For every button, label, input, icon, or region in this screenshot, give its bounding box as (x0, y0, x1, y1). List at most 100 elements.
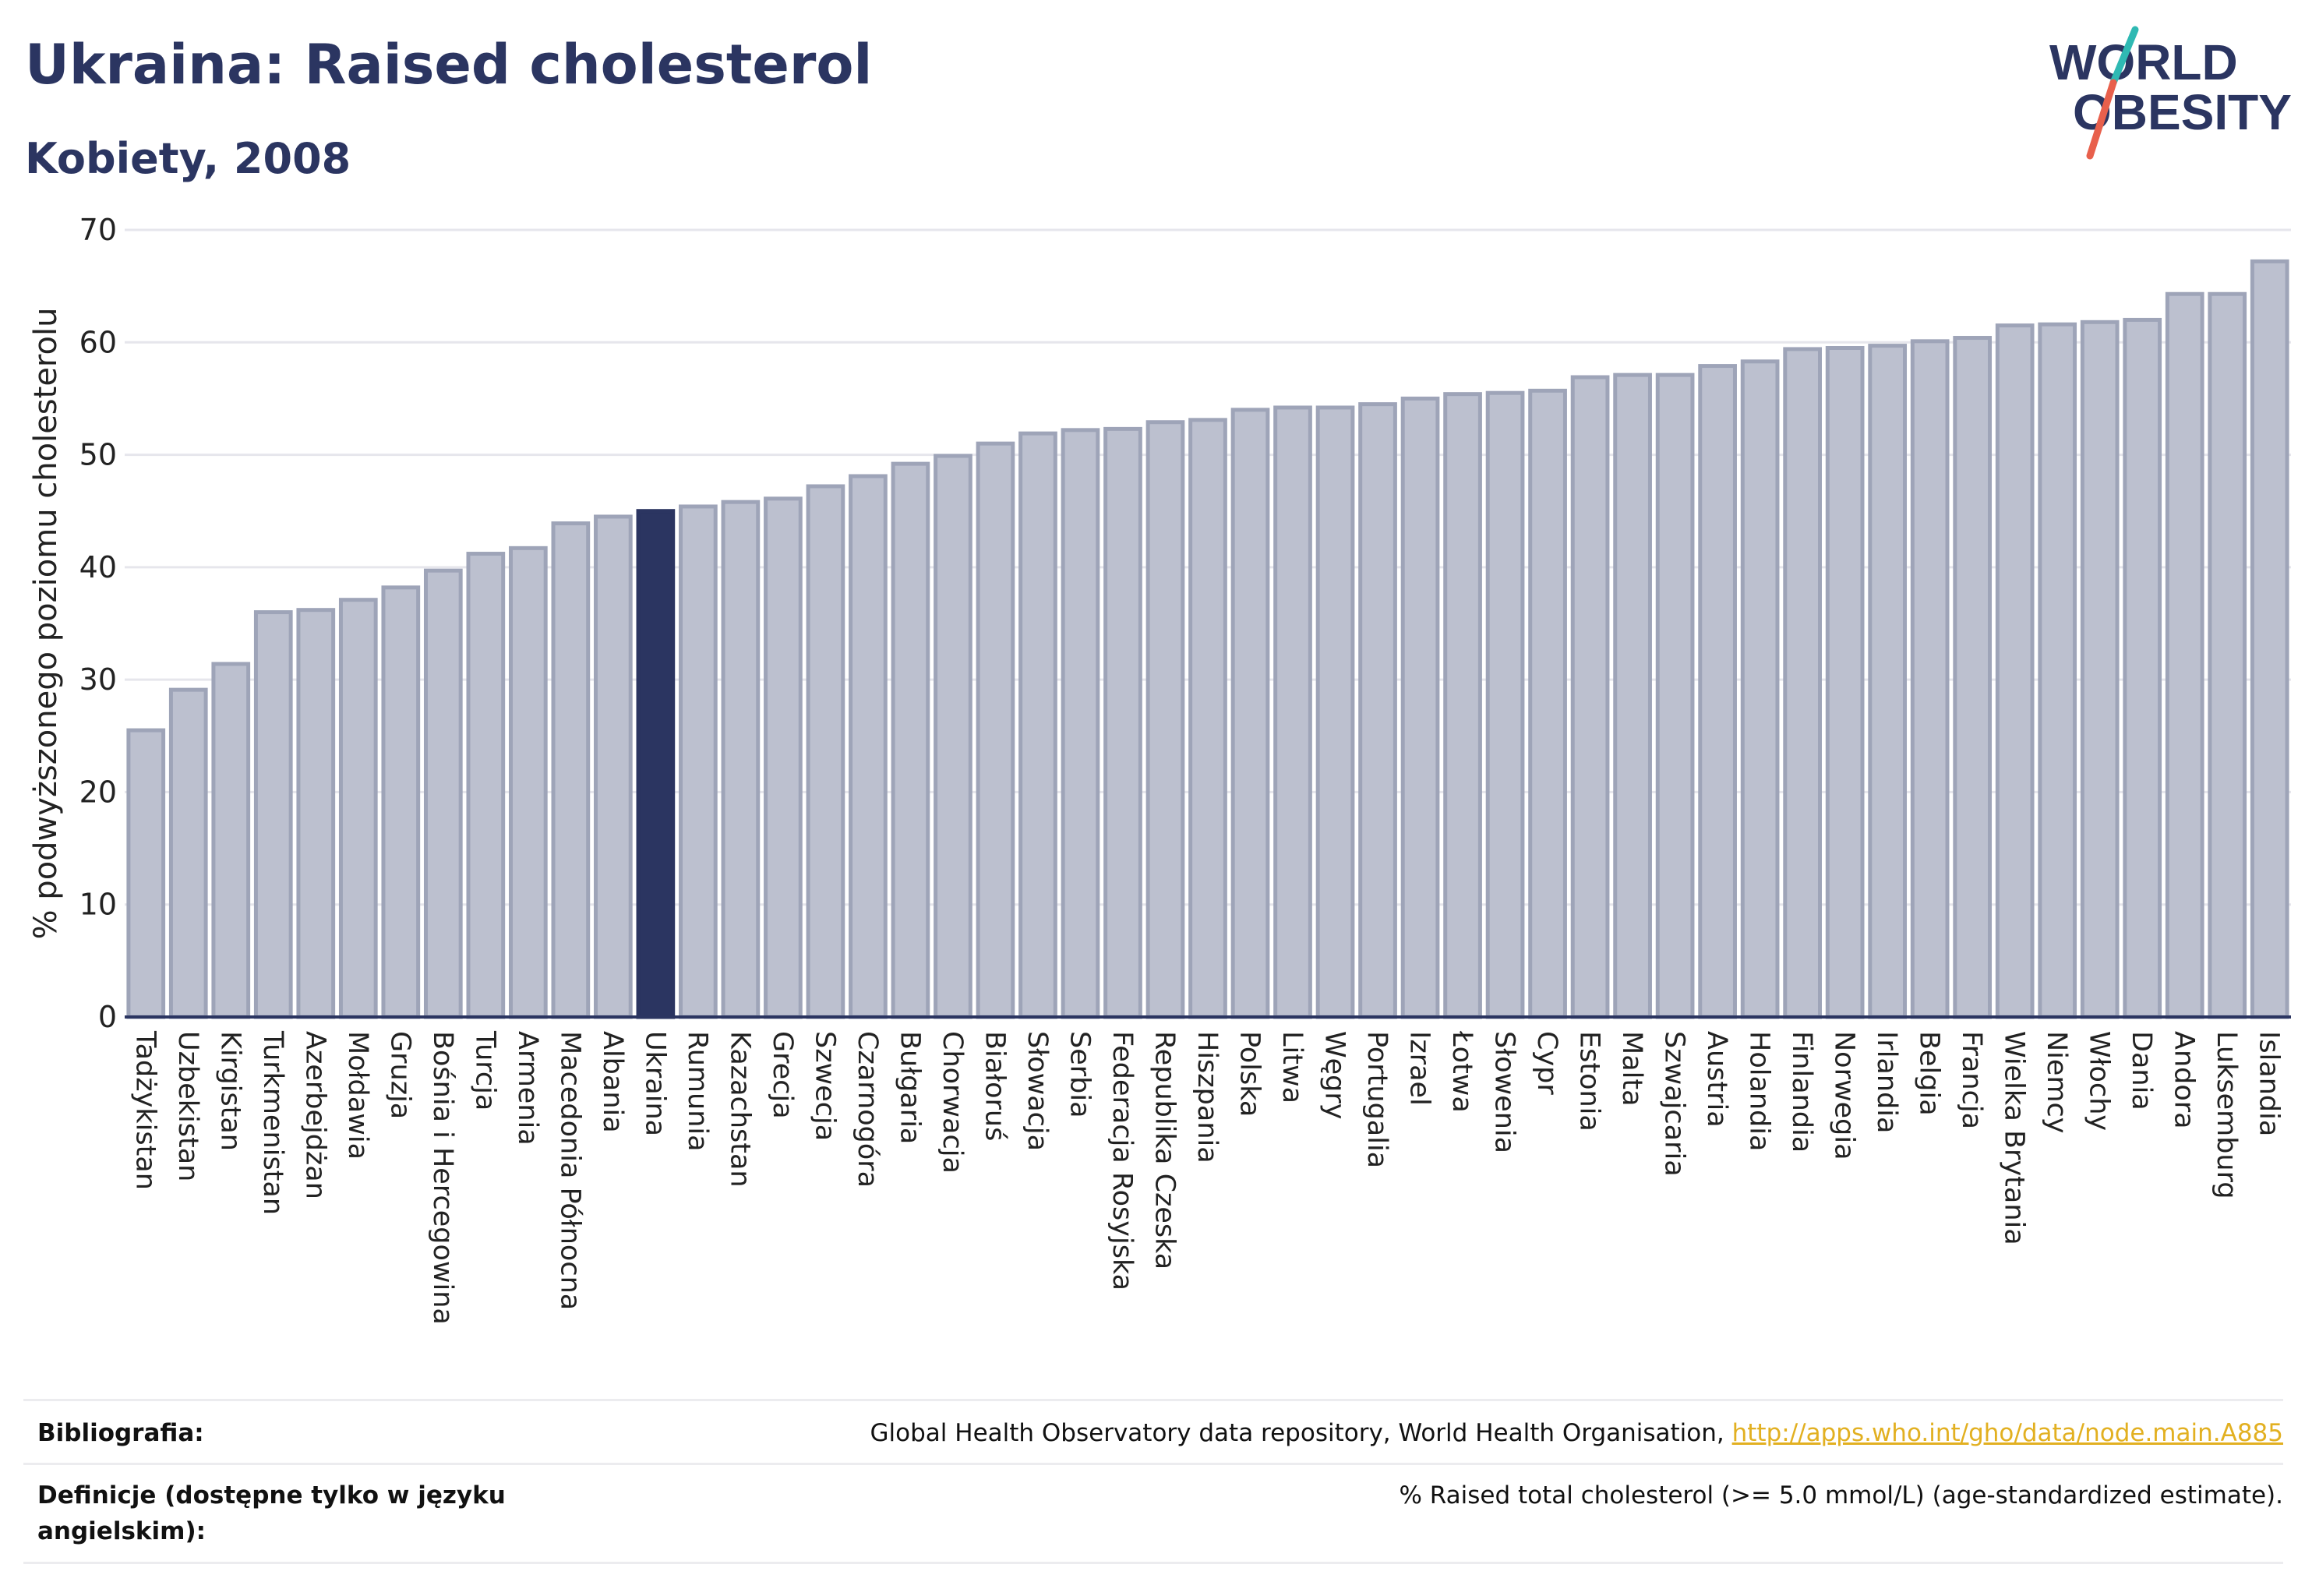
x-tick-label: Federacja Rosyjska (1107, 1031, 1138, 1291)
footer-bibliography-row: Bibliografia: Global Health Observatory … (23, 1399, 2283, 1465)
logo-slash-teal (2109, 26, 2139, 87)
x-tick-label: Holandia (1744, 1031, 1775, 1151)
x-tick-label: Irlandia (1871, 1031, 1902, 1133)
y-tick-label: 0 (98, 1000, 117, 1034)
bar-44 (1995, 323, 2035, 1019)
bar-18 (891, 461, 930, 1019)
bar-27 (1273, 405, 1312, 1019)
bar-50 (2250, 259, 2289, 1019)
x-tick-label: Kazachstan (724, 1031, 755, 1188)
x-tick-label: Albania (597, 1031, 628, 1133)
bar-41 (1868, 344, 1908, 1019)
bar-30 (1400, 396, 1440, 1019)
x-tick-label: Niemcy (2041, 1031, 2072, 1134)
bar-36 (1655, 373, 1695, 1019)
bar-45 (2038, 322, 2077, 1019)
x-tick-label: Rumunia (682, 1031, 713, 1152)
bar-8 (466, 552, 506, 1019)
bar-37 (1698, 364, 1737, 1019)
x-tick-label: Malta (1616, 1031, 1647, 1107)
y-tick-label: 10 (79, 888, 117, 922)
y-tick-label: 50 (79, 438, 117, 472)
bar-1 (168, 687, 208, 1019)
x-tick-label: Andora (2169, 1031, 2200, 1129)
bar-35 (1613, 373, 1652, 1019)
bar-20 (976, 441, 1015, 1019)
footer-definitions-row: Definicje (dostępne tylko w języku angiel… (23, 1463, 2283, 1564)
bar-6 (381, 585, 421, 1019)
bar-chart: 0 10 20 30 40 50 60 70 % podwyższonego poziomu c… (28, 213, 2291, 1325)
bar-48 (2165, 291, 2204, 1019)
bar-33 (1528, 388, 1567, 1019)
bar-13 (679, 504, 718, 1019)
bar-17 (849, 474, 888, 1019)
x-tick-label: Słowacja (1022, 1031, 1053, 1151)
y-tick-label: 70 (79, 213, 117, 247)
x-tick-label: Szwecja (809, 1031, 840, 1141)
x-tick-label: Ukraina (639, 1031, 670, 1136)
x-tick-label: Grecja (767, 1031, 798, 1119)
bar-40 (1825, 346, 1865, 1019)
bar-26 (1230, 408, 1270, 1019)
x-tick-label: Armenia (512, 1031, 543, 1146)
x-tick-label: Słowenia (1489, 1031, 1520, 1153)
bar-15 (764, 496, 803, 1019)
x-tick-label: Tadżykistan (129, 1030, 161, 1190)
x-tick-label: Estonia (1574, 1031, 1605, 1132)
bibliography-text: Global Health Observatory data repositor… (870, 1419, 1732, 1447)
x-tick-label: Hiszpania (1191, 1031, 1223, 1163)
bar-31 (1443, 392, 1482, 1019)
bar-34 (1570, 375, 1610, 1019)
bar-22 (1061, 428, 1100, 1019)
x-tick-label: Islandia (2254, 1031, 2285, 1136)
x-tick-label: Łotwa (1446, 1030, 1477, 1113)
bar-28 (1315, 405, 1355, 1019)
bar-38 (1740, 359, 1780, 1019)
x-tick-label: Szwajcaria (1659, 1031, 1690, 1177)
x-tick-label: Luksemburg (2211, 1031, 2242, 1199)
definitions-label: Definicje (dostępne tylko w języku angiel… (37, 1478, 506, 1549)
y-axis-title: % podwyższonego poziomu cholesterolu (28, 308, 64, 940)
bar-23 (1103, 426, 1142, 1019)
bibliography-value: Global Health Observatory data repositor… (870, 1415, 2283, 1451)
bar-42 (1910, 339, 1950, 1019)
logo-slash-coral (2086, 79, 2117, 160)
x-tick-label: Włochy (2084, 1031, 2115, 1131)
bar-21 (1018, 431, 1057, 1019)
definitions-label-line2: angielskim): (37, 1517, 206, 1545)
bar-5 (338, 598, 378, 1019)
x-tick-label: Wielka Brytania (1999, 1031, 2030, 1245)
bar-14 (721, 500, 761, 1019)
bar-32 (1485, 390, 1525, 1019)
bibliography-link[interactable]: http://apps.who.int/gho/data/node.main.A… (1731, 1419, 2283, 1447)
x-tick-label: Belgia (1914, 1031, 1945, 1116)
bar-49 (2208, 291, 2247, 1019)
bar-10 (551, 521, 591, 1019)
x-tick-label: Czarnogóra (852, 1031, 883, 1188)
x-tick-label: Mołdawia (342, 1031, 373, 1160)
x-tick-label: Macedonia Północna (554, 1031, 585, 1310)
x-tick-label: Polska (1234, 1031, 1265, 1117)
y-tick-label: 30 (79, 662, 117, 697)
x-tick-label: Białoruś (979, 1031, 1010, 1141)
y-tick-label: 40 (79, 550, 117, 584)
bar-47 (2123, 317, 2162, 1019)
chart-title: Ukraina: Raised cholesterol (25, 33, 873, 97)
definitions-text: % Raised total cholesterol (>= 5.0 mmol/… (1399, 1481, 2283, 1509)
bar-3 (253, 610, 293, 1019)
x-tick-label: Turkmenistan (257, 1030, 288, 1215)
bar-25 (1188, 418, 1227, 1019)
x-tick-label: Republika Czeska (1149, 1031, 1180, 1269)
x-tick-label: Węgry (1319, 1031, 1350, 1119)
bar-24 (1145, 420, 1185, 1019)
bar-11 (594, 514, 633, 1019)
definitions-label-line1: Definicje (dostępne tylko w języku (37, 1481, 506, 1509)
y-tick-label: 60 (79, 325, 117, 359)
logo-line1: WORLD (2049, 34, 2238, 90)
x-tick-label: Norwegia (1829, 1031, 1860, 1160)
bar-12 (636, 509, 676, 1019)
bar-46 (2080, 320, 2120, 1019)
bar-9 (508, 546, 548, 1019)
bar-7 (423, 568, 463, 1019)
x-tick-label: Kirgistan (214, 1031, 245, 1151)
